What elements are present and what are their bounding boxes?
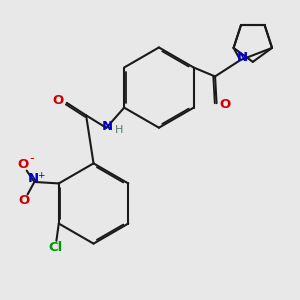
Text: O: O [17, 158, 29, 171]
Text: O: O [18, 194, 30, 207]
Text: N: N [27, 172, 38, 185]
Text: N: N [101, 120, 112, 133]
Text: O: O [219, 98, 230, 111]
Text: Cl: Cl [49, 241, 63, 254]
Text: H: H [115, 125, 123, 135]
Text: +: + [37, 171, 45, 180]
Text: -: - [29, 152, 34, 165]
Text: N: N [236, 51, 247, 64]
Text: O: O [53, 94, 64, 107]
